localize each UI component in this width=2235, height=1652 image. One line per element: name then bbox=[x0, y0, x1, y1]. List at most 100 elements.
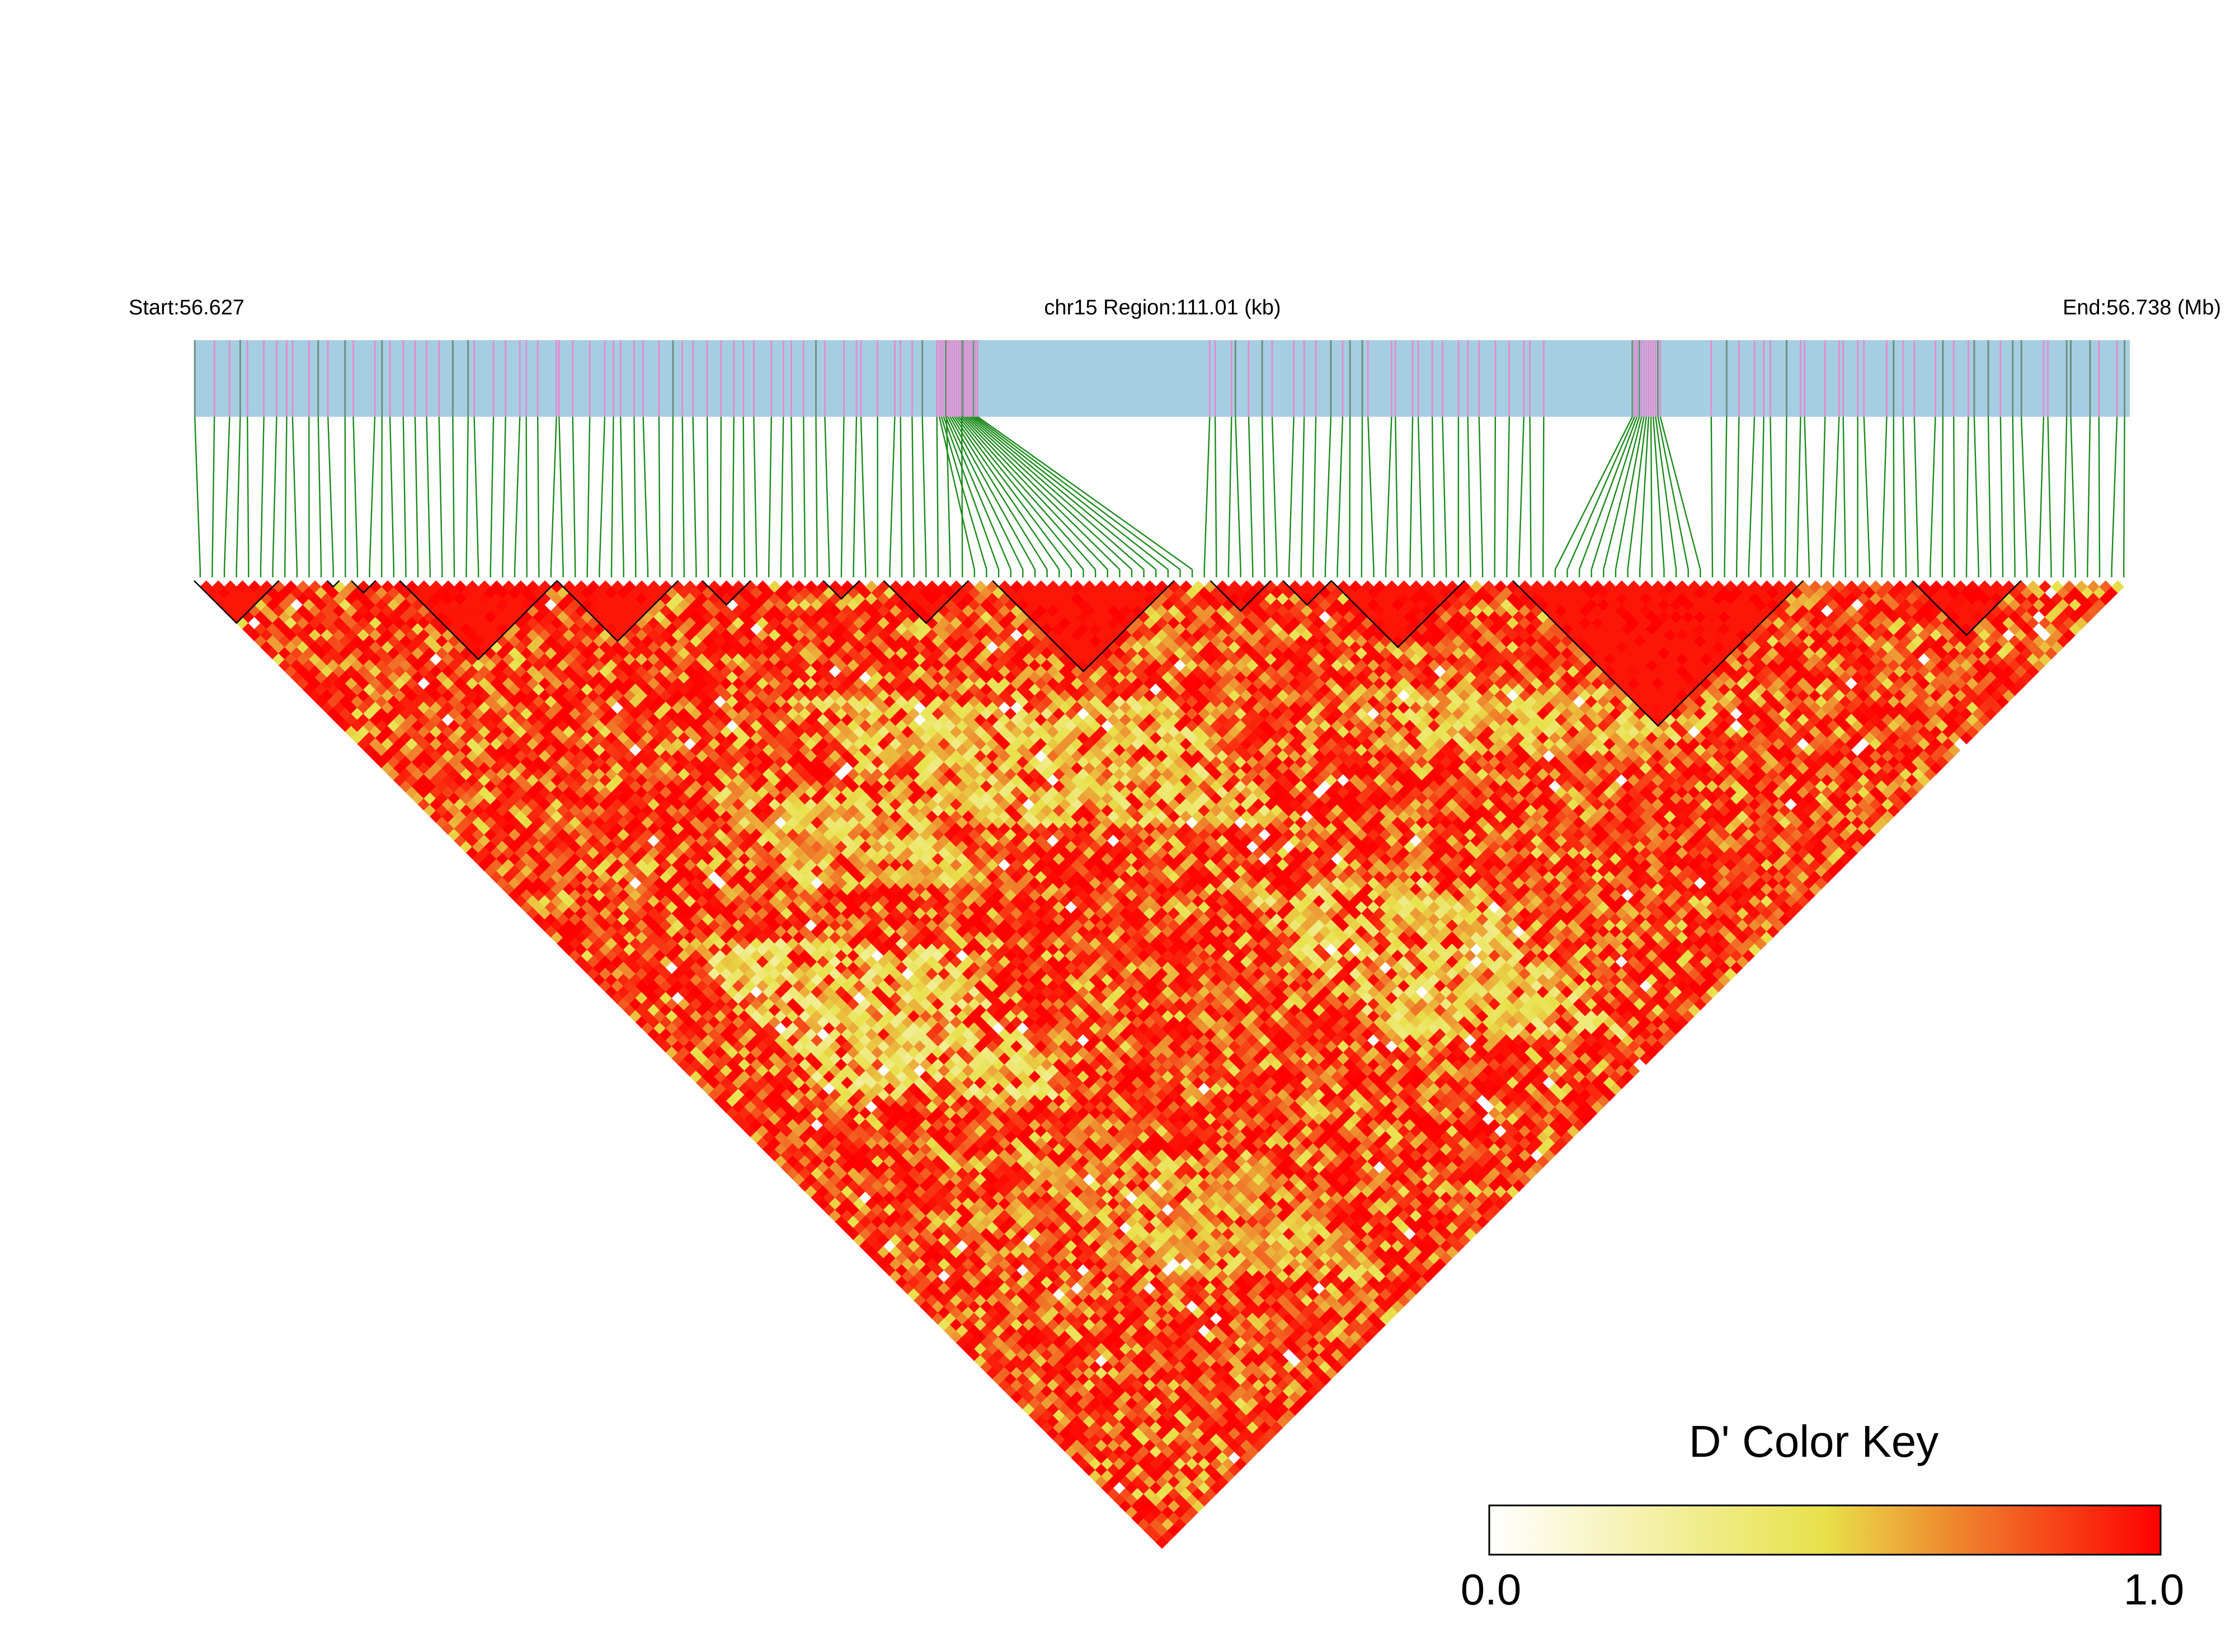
ld-cell bbox=[520, 780, 534, 793]
ld-cell bbox=[484, 731, 497, 745]
ld-cell bbox=[726, 1094, 739, 1108]
ld-cell bbox=[992, 1179, 1005, 1192]
ld-cell bbox=[405, 641, 418, 654]
snp-mark bbox=[1315, 340, 1317, 417]
ld-cell bbox=[623, 883, 636, 896]
ld-cell bbox=[865, 1112, 878, 1126]
snp-mark bbox=[900, 340, 902, 417]
ld-cell bbox=[938, 1149, 951, 1162]
ld-cell bbox=[817, 980, 830, 992]
ld-cell bbox=[659, 834, 672, 848]
ld-cell bbox=[998, 1221, 1011, 1235]
ld-cell bbox=[714, 1034, 727, 1047]
ld-cell bbox=[393, 725, 407, 738]
ld-cell bbox=[1052, 1215, 1066, 1229]
snp-mark bbox=[949, 340, 951, 417]
ld-cell bbox=[308, 653, 322, 666]
ld-cell bbox=[968, 1167, 981, 1180]
ld-cell bbox=[895, 1131, 909, 1144]
ld-cell bbox=[1113, 1348, 1126, 1362]
ld-cell bbox=[454, 834, 467, 848]
snp-connector bbox=[1300, 416, 1305, 570]
ld-cell bbox=[478, 798, 491, 811]
ld-cell bbox=[744, 1004, 757, 1017]
ld-cell bbox=[303, 598, 316, 611]
ld-cell bbox=[732, 980, 745, 992]
ld-cell bbox=[327, 647, 340, 660]
snp-mark bbox=[1942, 340, 1944, 417]
ld-cell bbox=[490, 761, 504, 775]
ld-cell bbox=[702, 1058, 715, 1071]
ld-cell bbox=[617, 901, 630, 914]
ld-cell bbox=[617, 937, 630, 950]
ld-cell bbox=[907, 1239, 921, 1253]
ld-cell bbox=[605, 780, 618, 793]
ld-cell bbox=[363, 719, 376, 732]
ld-cell bbox=[629, 852, 642, 865]
ld-cell bbox=[708, 967, 721, 981]
ld-cell bbox=[744, 931, 757, 944]
ld-cell bbox=[962, 1330, 975, 1343]
ld-cell bbox=[847, 1142, 860, 1156]
ld-cell bbox=[424, 707, 437, 721]
ld-cell bbox=[562, 931, 576, 944]
ld-cell bbox=[1089, 1312, 1102, 1325]
ld-cell bbox=[568, 768, 582, 781]
ld-cell bbox=[278, 658, 291, 672]
snp-connector bbox=[1913, 416, 1919, 570]
ld-cell bbox=[454, 761, 467, 775]
ld-cell bbox=[750, 1010, 763, 1023]
snp-mark bbox=[968, 340, 970, 417]
snp-mark bbox=[327, 340, 329, 417]
ld-cell bbox=[399, 634, 412, 648]
ld-cell bbox=[508, 671, 521, 684]
ld-cell bbox=[1077, 1385, 1090, 1398]
ld-cell bbox=[877, 1100, 891, 1114]
ld-cell bbox=[756, 1112, 769, 1126]
ld-cell bbox=[490, 846, 504, 859]
ld-cell bbox=[399, 695, 412, 708]
ld-cell bbox=[992, 1167, 1005, 1180]
ld-cell bbox=[756, 1076, 769, 1089]
ld-cell bbox=[363, 598, 376, 611]
ld-cell bbox=[278, 623, 291, 636]
ld-cell bbox=[206, 586, 219, 600]
ld-cell bbox=[768, 1112, 782, 1126]
ld-cell bbox=[732, 907, 745, 920]
ld-cell bbox=[653, 888, 666, 902]
ld-cell bbox=[465, 689, 479, 702]
ld-cell bbox=[472, 780, 485, 793]
snp-mark bbox=[1208, 340, 1211, 417]
ld-cell bbox=[623, 858, 636, 872]
ld-cell bbox=[387, 707, 401, 721]
ld-cell bbox=[357, 737, 370, 751]
ld-cell bbox=[974, 1149, 987, 1162]
ld-cell bbox=[448, 755, 461, 769]
ld-cell bbox=[925, 1124, 939, 1138]
ld-cell bbox=[441, 798, 455, 811]
snp-mark bbox=[1902, 340, 1904, 417]
ld-cell bbox=[901, 1282, 915, 1295]
ld-cell bbox=[430, 713, 443, 727]
ld-cell bbox=[490, 665, 504, 678]
ld-cell bbox=[1107, 1475, 1120, 1489]
ld-cell bbox=[327, 598, 340, 611]
ld-cell bbox=[562, 907, 576, 920]
ld-cell bbox=[441, 665, 455, 678]
gene-track bbox=[194, 340, 2130, 417]
ld-cell bbox=[381, 689, 394, 702]
ld-cell bbox=[677, 852, 691, 865]
ld-cell bbox=[387, 598, 401, 611]
ld-cell bbox=[1131, 1499, 1145, 1513]
ld-cell bbox=[811, 1118, 824, 1132]
ld-cell bbox=[314, 647, 328, 660]
ld-cell bbox=[472, 731, 485, 745]
ld-cell bbox=[653, 985, 666, 999]
ld-cell bbox=[762, 949, 775, 962]
ld-cell bbox=[768, 1028, 782, 1041]
ld-cell bbox=[931, 1142, 945, 1156]
ld-cell bbox=[454, 822, 467, 835]
snp-mark bbox=[782, 340, 784, 417]
ld-cell bbox=[1046, 1342, 1060, 1356]
ld-cell bbox=[544, 768, 558, 781]
